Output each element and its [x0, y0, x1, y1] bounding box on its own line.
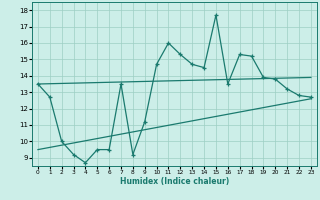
- X-axis label: Humidex (Indice chaleur): Humidex (Indice chaleur): [120, 177, 229, 186]
